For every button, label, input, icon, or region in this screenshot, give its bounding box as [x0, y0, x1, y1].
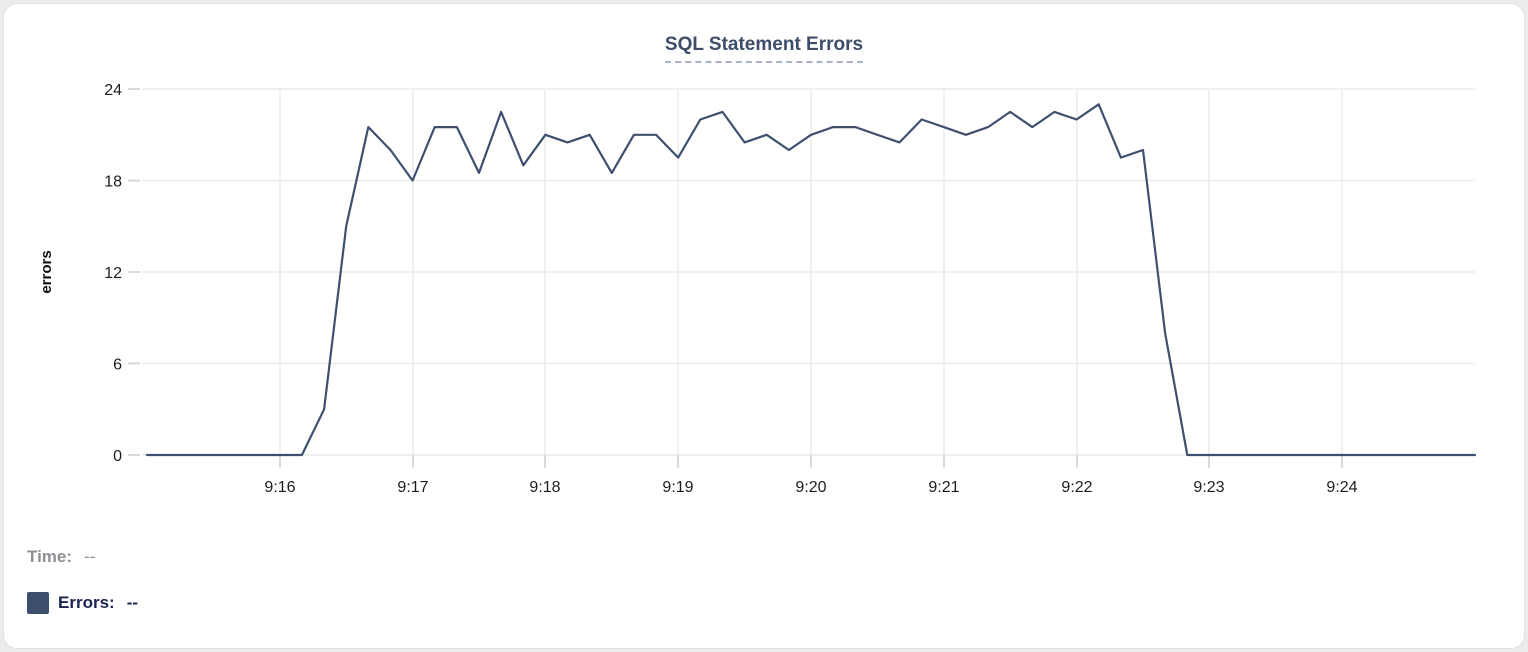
x-axis-ticks: [279, 455, 1343, 468]
horizontal-gridlines: [142, 88, 1475, 456]
y-tick-18: 18: [104, 174, 122, 191]
x-tick-924: 9:24: [1326, 479, 1357, 496]
tooltip-time-value: --: [84, 547, 96, 566]
tooltip-errors-value: --: [126, 593, 139, 612]
y-axis-labels: 0 6 12 18 24: [104, 82, 122, 465]
y-tick-12: 12: [104, 265, 122, 282]
x-tick-922: 9:22: [1061, 479, 1092, 496]
chart-card: SQL Statement Errors: [3, 3, 1525, 649]
chart-title[interactable]: SQL Statement Errors: [664, 34, 864, 63]
y-tick-6: 6: [113, 357, 122, 374]
y-axis-ticks: [128, 88, 140, 456]
chart-header: SQL Statement Errors: [4, 34, 1524, 63]
tooltip-time-row: Time: --: [27, 547, 95, 567]
y-tick-24: 24: [104, 82, 122, 99]
tooltip-errors-row: Errors: --: [27, 592, 138, 614]
x-tick-916: 9:16: [264, 479, 295, 496]
tooltip-time-label: Time:: [27, 547, 73, 566]
vertical-gridlines: [279, 89, 1343, 455]
x-tick-917: 9:17: [397, 479, 428, 496]
errors-legend-swatch: [27, 592, 49, 614]
errors-line-chart[interactable]: 0 6 12 18 24 9:16 9:17 9:18 9:19 9:20 9:…: [4, 4, 1528, 514]
x-axis-labels: 9:16 9:17 9:18 9:19 9:20 9:21 9:22 9:23 …: [264, 479, 1357, 496]
x-tick-919: 9:19: [662, 479, 693, 496]
x-tick-923: 9:23: [1193, 479, 1224, 496]
x-tick-918: 9:18: [529, 479, 560, 496]
tooltip-errors-label: Errors:: [58, 593, 115, 612]
errors-series-line: [145, 103, 1477, 457]
x-tick-921: 9:21: [928, 479, 959, 496]
y-axis-title: errors: [38, 250, 55, 293]
y-tick-0: 0: [113, 448, 122, 465]
x-tick-920: 9:20: [795, 479, 826, 496]
